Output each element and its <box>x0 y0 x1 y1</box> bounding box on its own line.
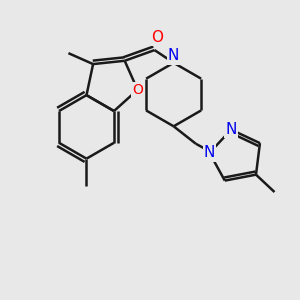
Text: N: N <box>168 48 179 63</box>
Text: N: N <box>226 122 237 137</box>
Text: O: O <box>151 30 163 45</box>
Text: N: N <box>204 145 215 160</box>
Text: O: O <box>132 83 143 97</box>
